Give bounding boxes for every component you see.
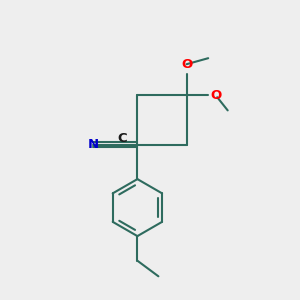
Text: N: N — [87, 138, 99, 151]
Text: C: C — [118, 131, 127, 145]
Text: O: O — [211, 89, 222, 102]
Text: O: O — [181, 58, 192, 71]
